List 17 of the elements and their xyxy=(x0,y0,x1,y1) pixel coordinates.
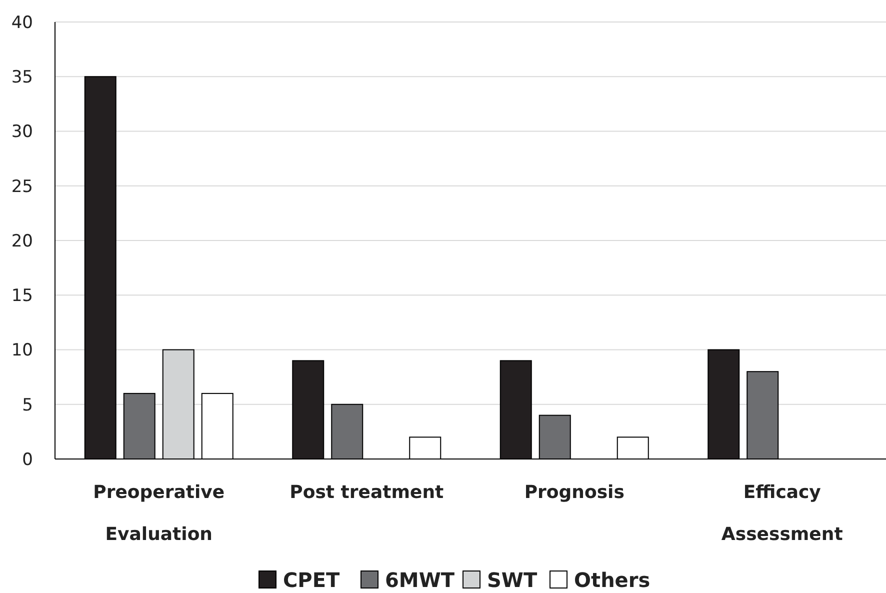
y-tick-label: 0 xyxy=(22,450,33,470)
y-tick-label: 10 xyxy=(11,340,33,361)
legend-label: CPET xyxy=(283,568,340,592)
y-tick-label: 40 xyxy=(11,12,33,33)
y-tick-label: 15 xyxy=(11,286,33,306)
legend-label: SWT xyxy=(487,568,538,592)
y-tick-label: 20 xyxy=(11,231,33,252)
legend-label: Others xyxy=(574,568,650,592)
x-tick-label: Preoperative Evaluation xyxy=(93,482,225,545)
y-tick-label: 30 xyxy=(11,122,33,142)
x-tick-label: Efficacy Assessment xyxy=(721,482,844,545)
y-tick-label: 35 xyxy=(11,68,33,88)
x-tick-label: Prognosis xyxy=(524,482,624,503)
y-tick-label: 25 xyxy=(11,176,33,197)
x-tick-label: Post treatment xyxy=(290,482,444,503)
y-tick-label: 5 xyxy=(22,395,33,416)
legend-label: 6MWT xyxy=(385,568,455,592)
